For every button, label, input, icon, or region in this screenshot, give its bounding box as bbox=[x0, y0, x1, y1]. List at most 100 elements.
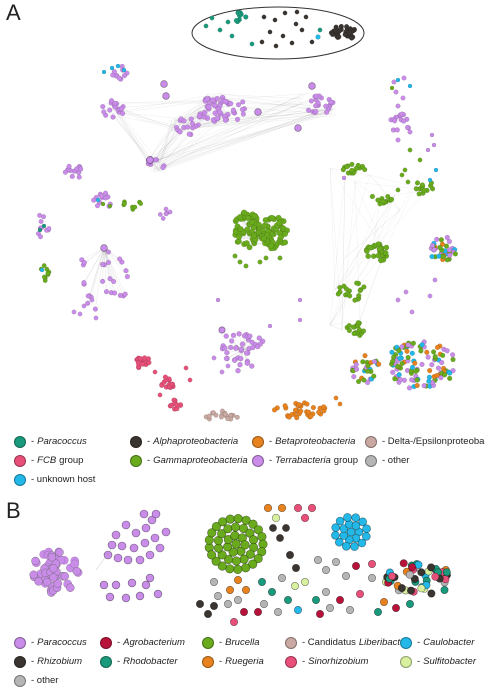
network-node bbox=[372, 359, 377, 364]
network-node bbox=[309, 414, 314, 419]
network-node bbox=[77, 175, 82, 180]
legend-b-item: -Paracoccus bbox=[14, 637, 87, 649]
network-node bbox=[376, 198, 381, 203]
network-node bbox=[107, 108, 112, 113]
network-node bbox=[110, 66, 114, 70]
network-node bbox=[71, 560, 79, 568]
network-node bbox=[73, 567, 81, 575]
network-node bbox=[240, 555, 249, 564]
network-node bbox=[363, 525, 371, 533]
network-node bbox=[91, 198, 96, 203]
network-node bbox=[291, 582, 298, 589]
network-node bbox=[231, 333, 236, 338]
network-node bbox=[398, 377, 403, 382]
network-node bbox=[151, 534, 159, 542]
network-node bbox=[336, 34, 341, 39]
network-node bbox=[443, 569, 450, 576]
network-node bbox=[42, 275, 46, 279]
network-node bbox=[434, 237, 439, 242]
network-node bbox=[153, 370, 157, 374]
network-node bbox=[418, 585, 425, 592]
network-node bbox=[119, 106, 124, 111]
legend-swatch bbox=[202, 656, 214, 668]
network-node bbox=[206, 104, 211, 109]
legend-label: -Paracoccus bbox=[31, 637, 87, 649]
network-node bbox=[407, 587, 414, 594]
network-node bbox=[430, 243, 435, 248]
network-node bbox=[244, 264, 249, 269]
network-node bbox=[354, 166, 359, 171]
network-node bbox=[370, 194, 375, 199]
network-node bbox=[281, 34, 285, 38]
network-node bbox=[362, 167, 367, 172]
network-node bbox=[42, 224, 46, 228]
network-node bbox=[350, 162, 355, 167]
legend-label: -Gammaproteobacteria bbox=[147, 455, 248, 467]
network-node bbox=[311, 405, 316, 410]
network-node bbox=[147, 360, 152, 365]
network-node bbox=[245, 215, 251, 221]
network-node bbox=[415, 383, 420, 388]
network-node bbox=[283, 11, 287, 15]
network-node bbox=[397, 372, 402, 377]
legend-label: - unknown host bbox=[31, 474, 98, 486]
network-node bbox=[388, 573, 395, 580]
network-node bbox=[234, 565, 243, 574]
network-node bbox=[426, 148, 430, 152]
network-node bbox=[408, 130, 413, 135]
legend-swatch bbox=[14, 436, 26, 448]
network-node bbox=[343, 32, 348, 37]
network-node bbox=[427, 368, 432, 373]
network-node bbox=[309, 99, 314, 104]
network-node bbox=[301, 578, 308, 585]
network-node bbox=[282, 240, 288, 246]
network-node bbox=[133, 205, 137, 209]
legend-label: -Rhizobium bbox=[31, 656, 82, 668]
network-node bbox=[238, 362, 243, 367]
network-node bbox=[352, 514, 360, 522]
network-node bbox=[96, 198, 100, 202]
network-node bbox=[309, 83, 316, 90]
network-node bbox=[234, 18, 239, 23]
network-node bbox=[362, 378, 367, 383]
network-node bbox=[140, 510, 148, 518]
network-node bbox=[268, 30, 272, 34]
network-node bbox=[234, 514, 243, 523]
network-node bbox=[231, 523, 240, 532]
network-node bbox=[38, 235, 43, 240]
network-node bbox=[261, 236, 267, 242]
network-node bbox=[257, 336, 262, 341]
network-node bbox=[231, 108, 236, 113]
network-node bbox=[117, 76, 122, 81]
network-node bbox=[236, 102, 241, 107]
network-node bbox=[104, 551, 112, 559]
network-node bbox=[408, 564, 415, 571]
network-node bbox=[112, 581, 120, 589]
network-node bbox=[378, 258, 383, 263]
network-node bbox=[357, 327, 362, 332]
network-edge bbox=[385, 175, 420, 250]
network-node bbox=[197, 114, 202, 119]
network-node bbox=[128, 579, 136, 587]
network-node bbox=[356, 590, 363, 597]
network-node bbox=[139, 201, 143, 205]
network-node bbox=[118, 542, 126, 550]
network-node bbox=[178, 130, 183, 135]
network-node bbox=[316, 410, 321, 415]
network-node bbox=[404, 290, 408, 294]
legend-a-item: - unknown host bbox=[14, 474, 98, 486]
network-node bbox=[347, 328, 352, 333]
network-node bbox=[326, 604, 333, 611]
network-node bbox=[122, 594, 130, 602]
network-node bbox=[292, 564, 299, 571]
network-node bbox=[260, 600, 267, 607]
network-node bbox=[207, 414, 212, 419]
legend-label: -Rhodobacter bbox=[117, 656, 178, 668]
network-node bbox=[86, 294, 90, 298]
legend-a-item: -Paracoccus bbox=[14, 436, 87, 448]
network-node bbox=[324, 110, 329, 115]
legend-b-item: -Agrobacterium bbox=[100, 637, 185, 649]
network-node bbox=[400, 173, 404, 177]
network-edge bbox=[330, 325, 342, 330]
network-node bbox=[383, 250, 388, 255]
